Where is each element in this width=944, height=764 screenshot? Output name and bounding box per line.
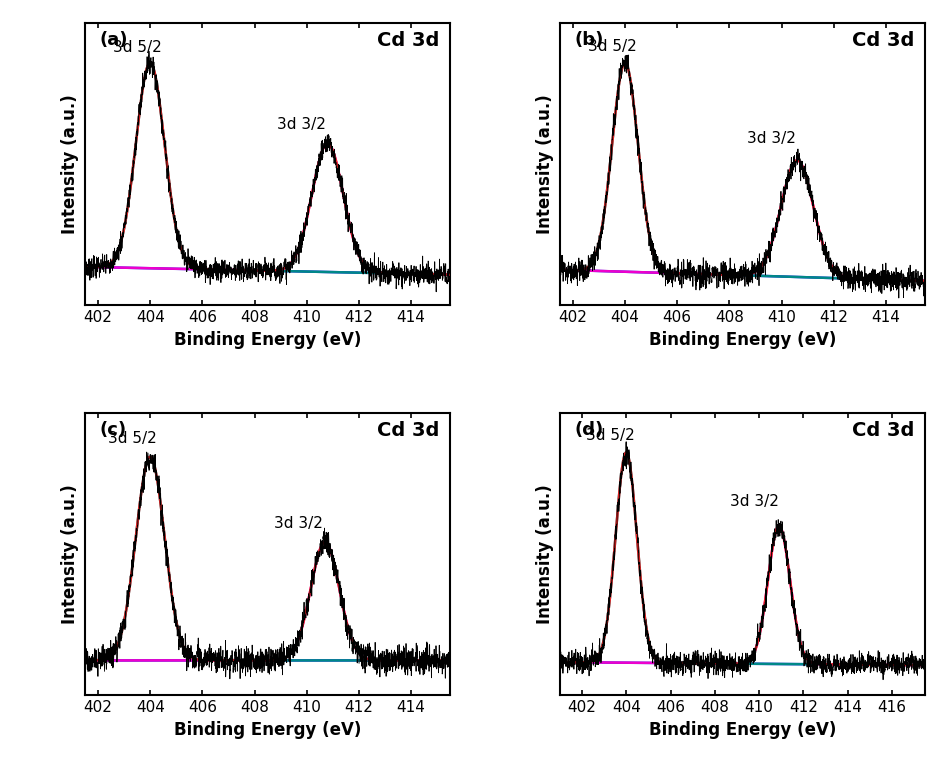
Text: Cd 3d: Cd 3d [377, 31, 439, 50]
Text: 3d 5/2: 3d 5/2 [586, 428, 635, 443]
Text: (a): (a) [99, 31, 128, 50]
Text: 3d 5/2: 3d 5/2 [588, 39, 636, 53]
X-axis label: Binding Energy (eV): Binding Energy (eV) [174, 331, 362, 349]
Text: Cd 3d: Cd 3d [851, 31, 914, 50]
Y-axis label: Intensity (a.u.): Intensity (a.u.) [536, 94, 554, 234]
Y-axis label: Intensity (a.u.): Intensity (a.u.) [61, 94, 79, 234]
Text: 3d 3/2: 3d 3/2 [731, 494, 779, 509]
X-axis label: Binding Energy (eV): Binding Energy (eV) [649, 720, 836, 739]
X-axis label: Binding Energy (eV): Binding Energy (eV) [649, 331, 836, 349]
Text: Cd 3d: Cd 3d [377, 421, 439, 440]
X-axis label: Binding Energy (eV): Binding Energy (eV) [174, 720, 362, 739]
Text: (c): (c) [99, 421, 126, 439]
Text: Cd 3d: Cd 3d [851, 421, 914, 440]
Text: 3d 3/2: 3d 3/2 [747, 131, 796, 146]
Text: (d): (d) [575, 421, 604, 439]
Text: 3d 5/2: 3d 5/2 [112, 40, 161, 55]
Y-axis label: Intensity (a.u.): Intensity (a.u.) [536, 484, 554, 624]
Text: 3d 3/2: 3d 3/2 [278, 117, 326, 132]
Text: 3d 5/2: 3d 5/2 [108, 431, 157, 445]
Y-axis label: Intensity (a.u.): Intensity (a.u.) [61, 484, 79, 624]
Text: (b): (b) [575, 31, 604, 50]
Text: 3d 3/2: 3d 3/2 [275, 516, 324, 531]
